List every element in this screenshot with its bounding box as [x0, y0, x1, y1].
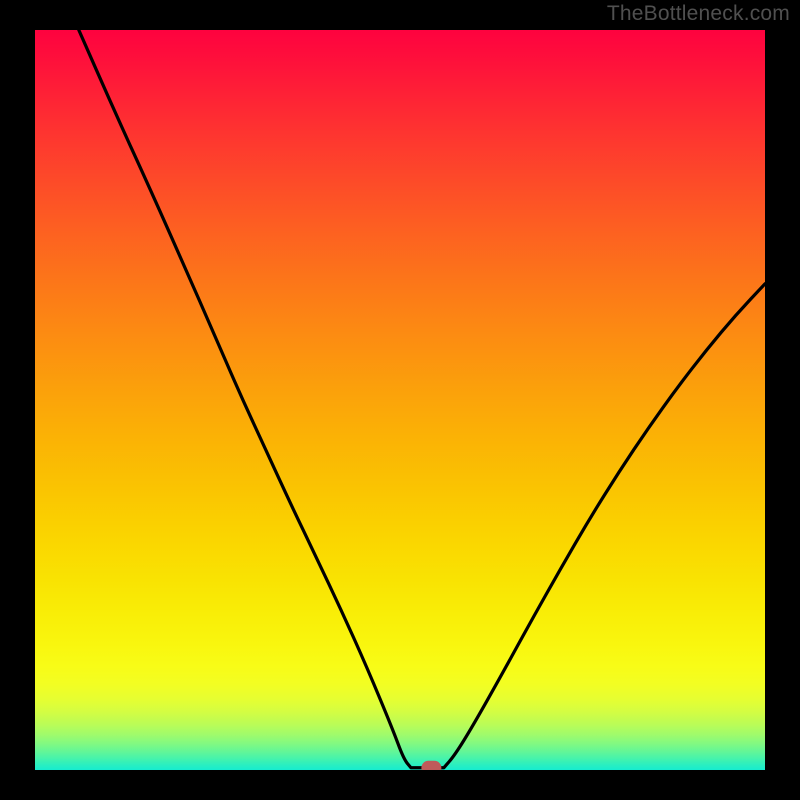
source-watermark: TheBottleneck.com [607, 2, 790, 26]
chart-container: TheBottleneck.com [0, 0, 800, 800]
plot-background-gradient [35, 30, 765, 770]
bottleneck-curve-chart [0, 0, 800, 800]
